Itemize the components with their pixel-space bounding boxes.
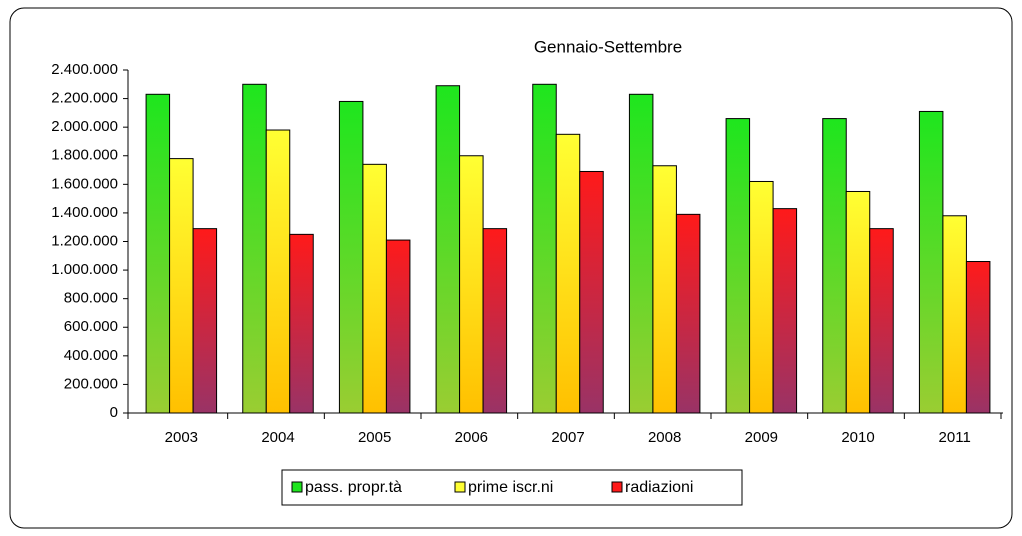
bar: [289, 233, 314, 414]
bar: [555, 133, 581, 414]
y-tick-label: 600.000: [64, 318, 118, 335]
x-tick-label: 2009: [745, 429, 778, 446]
bar: [532, 83, 557, 414]
legend-swatch: [454, 481, 466, 493]
bar: [942, 215, 967, 414]
legend-label: radiazioni: [625, 479, 693, 496]
y-tick-label: 800.000: [64, 290, 118, 307]
bar: [579, 170, 604, 414]
bar: [749, 180, 774, 414]
bar: [628, 93, 654, 414]
bar: [192, 228, 218, 414]
bar: [362, 163, 387, 414]
legend-swatch: [291, 481, 303, 493]
x-tick-label: 2008: [648, 429, 681, 446]
bar: [918, 110, 944, 414]
bar: [675, 213, 701, 414]
y-tick-label: 1.600.000: [51, 175, 118, 192]
bar: [772, 208, 798, 414]
bar: [242, 83, 267, 414]
bar: [845, 190, 871, 414]
bar: [145, 93, 171, 414]
legend-label: pass. propr.tà: [305, 479, 402, 496]
bar: [725, 118, 751, 414]
y-tick-label: 1.000.000: [51, 261, 118, 278]
bar: [385, 239, 411, 414]
bar: [482, 228, 508, 414]
bar: [338, 100, 364, 414]
x-tick-label: 2003: [165, 429, 198, 446]
bar: [652, 165, 677, 414]
x-tick-label: 2004: [261, 429, 294, 446]
y-tick-label: 0: [110, 404, 118, 421]
y-tick-label: 200.000: [64, 375, 118, 392]
x-tick-label: 2011: [939, 429, 971, 446]
y-tick-label: 2.200.000: [51, 90, 118, 107]
bar: [169, 158, 194, 414]
y-tick-label: 2.000.000: [51, 118, 118, 135]
bar: [435, 85, 461, 414]
y-tick-label: 1.800.000: [51, 147, 118, 164]
chart-title: Gennaio-Settembre: [534, 37, 682, 56]
legend-label: prime iscr.ni: [468, 479, 553, 496]
bar: [965, 261, 991, 414]
legend-swatch: [611, 481, 623, 493]
y-tick-label: 2.400.000: [51, 61, 118, 78]
x-tick-label: 2005: [358, 429, 391, 446]
y-tick-label: 400.000: [64, 347, 118, 364]
x-tick-label: 2010: [841, 429, 874, 446]
y-tick-label: 1.200.000: [51, 232, 118, 249]
bar: [459, 155, 484, 414]
legend-box: [281, 469, 743, 506]
bar: [822, 118, 847, 414]
bar: [265, 129, 291, 414]
bar: [869, 228, 894, 414]
x-tick-label: 2007: [551, 429, 584, 446]
x-tick-label: 2006: [455, 429, 488, 446]
y-tick-label: 1.400.000: [51, 204, 118, 221]
